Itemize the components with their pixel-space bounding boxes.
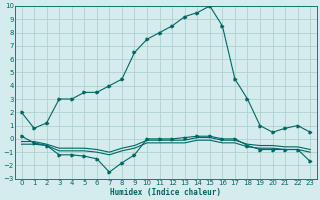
X-axis label: Humidex (Indice chaleur): Humidex (Indice chaleur) [110, 188, 221, 197]
